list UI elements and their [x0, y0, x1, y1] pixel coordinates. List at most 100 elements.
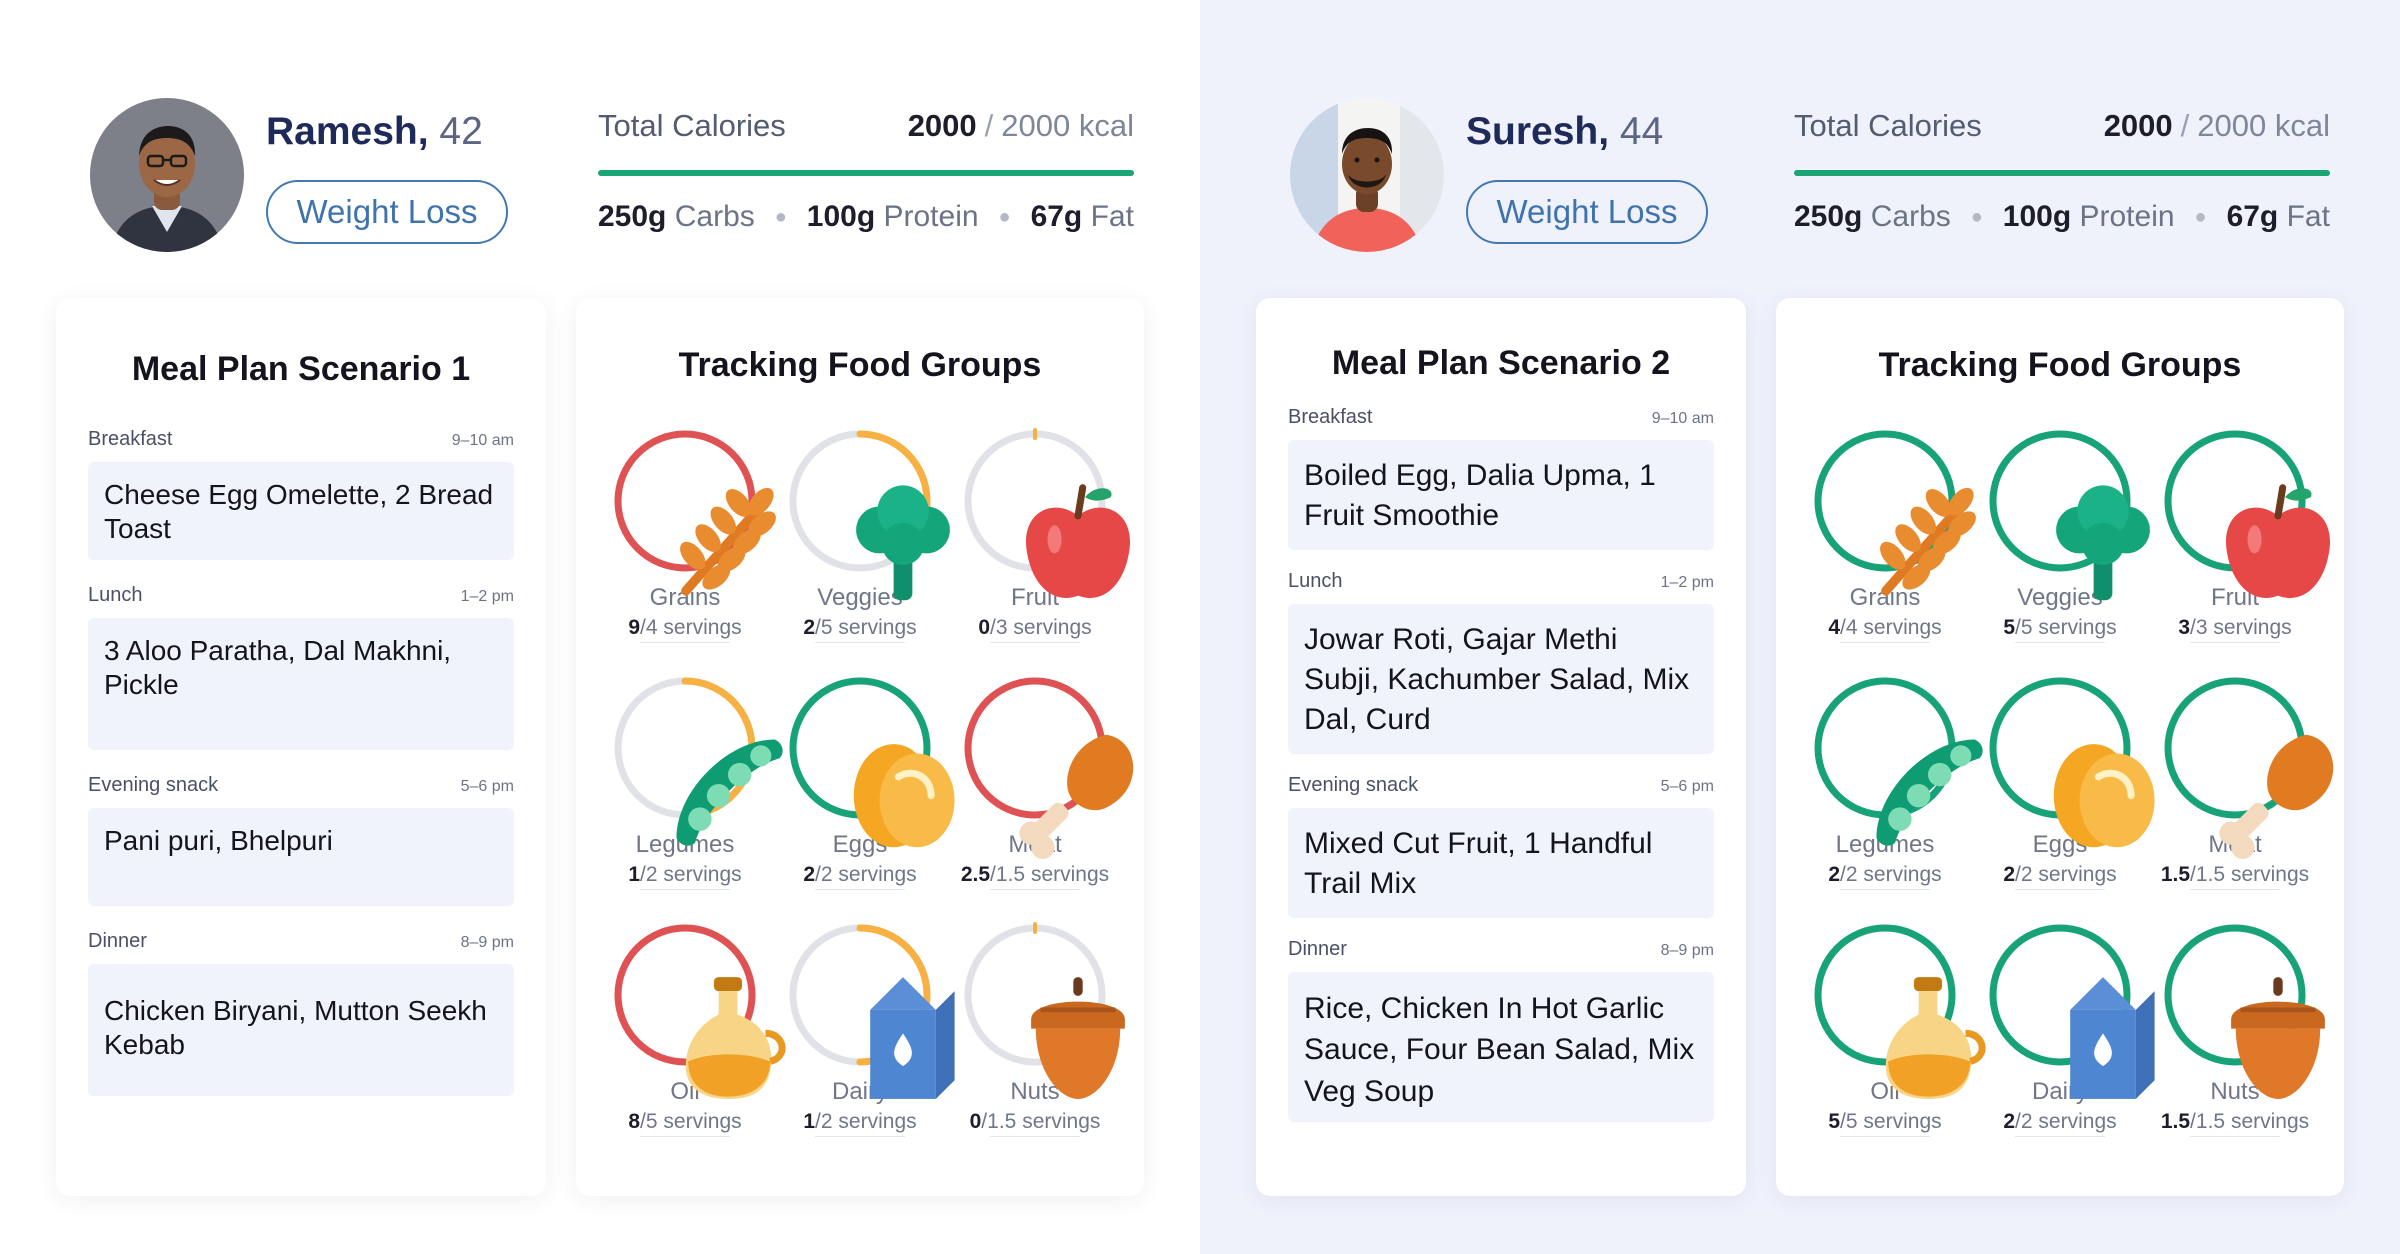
meal-plan-title: Meal Plan Scenario 1 — [131, 350, 471, 388]
macros-row: 250g Carbs ● 100g Protein ● 67g Fat — [598, 200, 1134, 234]
meal-food-box[interactable]: 3 Aloo Paratha, Dal Makhni, Pickle — [88, 618, 514, 750]
divider — [815, 642, 905, 643]
food-group-legumes[interactable]: Legumes1/2 servings — [598, 673, 783, 890]
meal-name: Lunch — [88, 584, 143, 606]
food-group-servings: 1.5/1.5 servings — [2160, 1110, 2310, 1133]
pea-pod-icon — [653, 716, 783, 846]
food-group-oil[interactable]: Oil 5/5 servings — [1798, 920, 1986, 1137]
meal-name: Evening snack — [1288, 774, 1419, 796]
food-group-veggies[interactable]: Veggies 2/5 servings — [773, 426, 950, 643]
apple-icon — [1003, 469, 1131, 598]
calories-target: 2000 kcal — [1001, 108, 1134, 143]
meal-time: 9–10 am — [451, 432, 514, 449]
food-group-grains[interactable]: Grains 9/4 servings — [598, 426, 776, 643]
food-groups-card: Tracking Food Groups Grains 9/4 servings V… — [576, 298, 1144, 1196]
apple-icon — [2203, 469, 2331, 598]
broccoli-icon — [2028, 469, 2150, 601]
food-groups-title: Tracking Food Groups — [1878, 346, 2242, 384]
food-group-servings: 2/2 servings — [803, 863, 917, 886]
food-group-fruit[interactable]: Fruit 0/3 servings — [948, 426, 1131, 643]
food-group-legumes[interactable]: Legumes2/2 servings — [1798, 673, 1983, 890]
divider — [640, 642, 730, 643]
meal-food-box[interactable]: Cheese Egg Omelette, 2 Bread Toast — [88, 462, 514, 560]
egg-icon — [828, 716, 955, 848]
food-group-grains[interactable]: Grains 4/4 servings — [1798, 426, 1976, 643]
meal-food-box[interactable]: Boiled Egg, Dalia Upma, 1 Fruit Smoothie — [1288, 440, 1714, 550]
meal-time: 5–6 pm — [460, 778, 514, 795]
macro-protein: 100g Protein — [2002, 200, 2175, 233]
drumstick-icon — [1003, 716, 1134, 859]
meal-time: 5–6 pm — [1660, 778, 1714, 795]
meal-dinner: Dinner 8–9 pm Rice, Chicken In Hot Garli… — [1288, 938, 1714, 1122]
food-group-servings: 5/5 servings — [2003, 616, 2117, 639]
meal-food-box[interactable]: Chicken Biryani, Mutton Seekh Kebab — [88, 964, 514, 1096]
divider — [1840, 1136, 1930, 1137]
meal-evening-snack: Evening snack 5–6 pm Pani puri, Bhelpuri — [88, 774, 514, 906]
food-group-veggies[interactable]: Veggies 5/5 servings — [1973, 426, 2150, 643]
person-first-name: Ramesh — [266, 110, 418, 153]
separator-dot-icon: ● — [2194, 205, 2207, 228]
separator-dot-icon: ● — [774, 205, 787, 228]
meal-food-box[interactable]: Mixed Cut Fruit, 1 Handful Trail Mix — [1288, 808, 1714, 918]
food-group-servings: 1.5/1.5 servings — [2160, 863, 2310, 886]
food-group-fruit[interactable]: Fruit 3/3 servings — [2148, 426, 2331, 643]
meal-food-box[interactable]: Jowar Roti, Gajar Methi Subji, Kachumber… — [1288, 604, 1714, 754]
divider — [2190, 1136, 2280, 1137]
milk-carton-icon — [828, 963, 955, 1099]
divider — [2190, 642, 2280, 643]
food-group-dairy[interactable]: Dairy 2/2 servings — [1973, 920, 2155, 1137]
food-group-meat[interactable]: Meat1.5/1.5 servings — [2148, 673, 2334, 890]
separator-dot-icon: ● — [998, 205, 1011, 228]
person-name: Ramesh, 42 — [266, 110, 483, 153]
calorie-summary: Total Calories 2000/2000 kcal 250g Carbs… — [598, 108, 1134, 234]
food-group-nuts[interactable]: Nuts 1.5/1.5 servings — [2148, 920, 2325, 1137]
meal-food-box[interactable]: Pani puri, Bhelpuri — [88, 808, 514, 906]
divider — [2015, 642, 2105, 643]
calories-value: 2000/2000 kcal — [908, 108, 1134, 144]
meal-dinner: Dinner 8–9 pm Chicken Biryani, Mutton Se… — [88, 930, 514, 1096]
food-group-servings: 2/5 servings — [803, 616, 917, 639]
food-group-oil[interactable]: Oil 8/5 servings — [598, 920, 786, 1137]
calories-progress-bar — [598, 170, 1134, 176]
food-group-name: Veggies — [817, 584, 903, 611]
calories-label: Total Calories — [598, 108, 786, 143]
meal-lunch: Lunch 1–2 pm 3 Aloo Paratha, Dal Makhni,… — [88, 584, 514, 750]
calories-separator: / — [2180, 108, 2190, 143]
food-group-eggs[interactable]: Eggs 2/2 servings — [773, 673, 955, 890]
food-group-eggs[interactable]: Eggs 2/2 servings — [1973, 673, 2155, 890]
meal-time: 8–9 pm — [1660, 942, 1714, 959]
person-first-name: Suresh — [1466, 110, 1599, 153]
meal-name: Evening snack — [88, 774, 219, 796]
oil-bottle-icon — [653, 963, 786, 1099]
food-group-servings: 2/2 servings — [2003, 863, 2117, 886]
divider — [1840, 642, 1930, 643]
meal-name: Breakfast — [88, 428, 173, 450]
calorie-summary: Total Calories 2000/2000 kcal 250g Carbs… — [1794, 108, 2330, 234]
person-age: 44 — [1619, 110, 1664, 153]
acorn-icon — [2203, 963, 2325, 1099]
progress-ring — [610, 673, 783, 846]
food-groups-card: Tracking Food Groups Grains 4/4 servings V… — [1776, 298, 2344, 1196]
progress-ring — [2160, 673, 2334, 859]
progress-ring — [610, 920, 786, 1099]
goal-badge-button[interactable]: Weight Loss — [1466, 180, 1708, 244]
food-group-servings: 2.5/1.5 servings — [960, 863, 1110, 886]
meal-time: 1–2 pm — [1660, 574, 1714, 591]
food-group-servings: 0/1.5 servings — [969, 1110, 1101, 1133]
progress-ring — [960, 426, 1131, 598]
person-age: 42 — [439, 110, 483, 153]
progress-ring — [1985, 673, 2155, 848]
food-group-meat[interactable]: Meat2.5/1.5 servings — [948, 673, 1134, 890]
macro-protein: 100g Protein — [806, 200, 979, 233]
person-photo-icon — [90, 98, 244, 252]
food-group-name: Nuts — [1010, 1078, 1060, 1105]
wheat-icon — [1853, 469, 1976, 596]
meal-food-box[interactable]: Rice, Chicken In Hot Garlic Sauce, Four … — [1288, 972, 1714, 1122]
food-group-dairy[interactable]: Dairy 1/2 servings — [773, 920, 955, 1137]
food-group-nuts[interactable]: Nuts 0/1.5 servings — [948, 920, 1125, 1137]
food-group-servings: 1/2 servings — [628, 863, 742, 886]
progress-ring — [1810, 920, 1986, 1099]
goal-badge-button[interactable]: Weight Loss — [266, 180, 508, 244]
meal-plan-card: Meal Plan Scenario 1 Breakfast 9–10 am C… — [56, 298, 546, 1196]
divider — [1840, 889, 1930, 890]
